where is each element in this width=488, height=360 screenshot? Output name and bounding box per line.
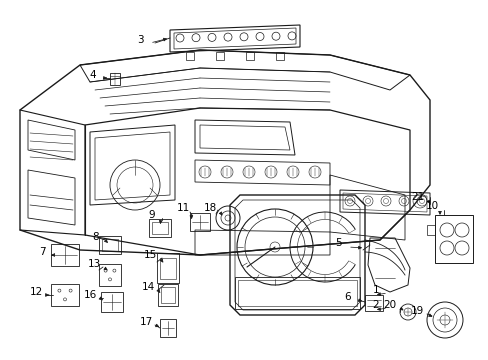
Text: 21: 21 (410, 192, 424, 202)
Text: 2: 2 (372, 300, 379, 310)
Text: 9: 9 (148, 210, 155, 220)
Text: 14: 14 (141, 282, 154, 292)
Text: 12: 12 (29, 287, 42, 297)
Text: 13: 13 (87, 259, 101, 269)
Text: 3: 3 (137, 35, 143, 45)
Text: 5: 5 (334, 238, 341, 248)
Text: 18: 18 (203, 203, 216, 213)
Text: 17: 17 (139, 317, 152, 327)
Text: 8: 8 (93, 232, 99, 242)
Text: 16: 16 (83, 290, 97, 300)
Text: 15: 15 (143, 250, 156, 260)
Text: 1: 1 (372, 285, 379, 295)
Text: 19: 19 (409, 306, 423, 316)
Text: 7: 7 (39, 247, 45, 257)
Text: 11: 11 (176, 203, 189, 213)
Text: 4: 4 (89, 70, 96, 80)
Text: 6: 6 (344, 292, 350, 302)
Text: 20: 20 (383, 300, 396, 310)
Text: 10: 10 (425, 201, 438, 211)
